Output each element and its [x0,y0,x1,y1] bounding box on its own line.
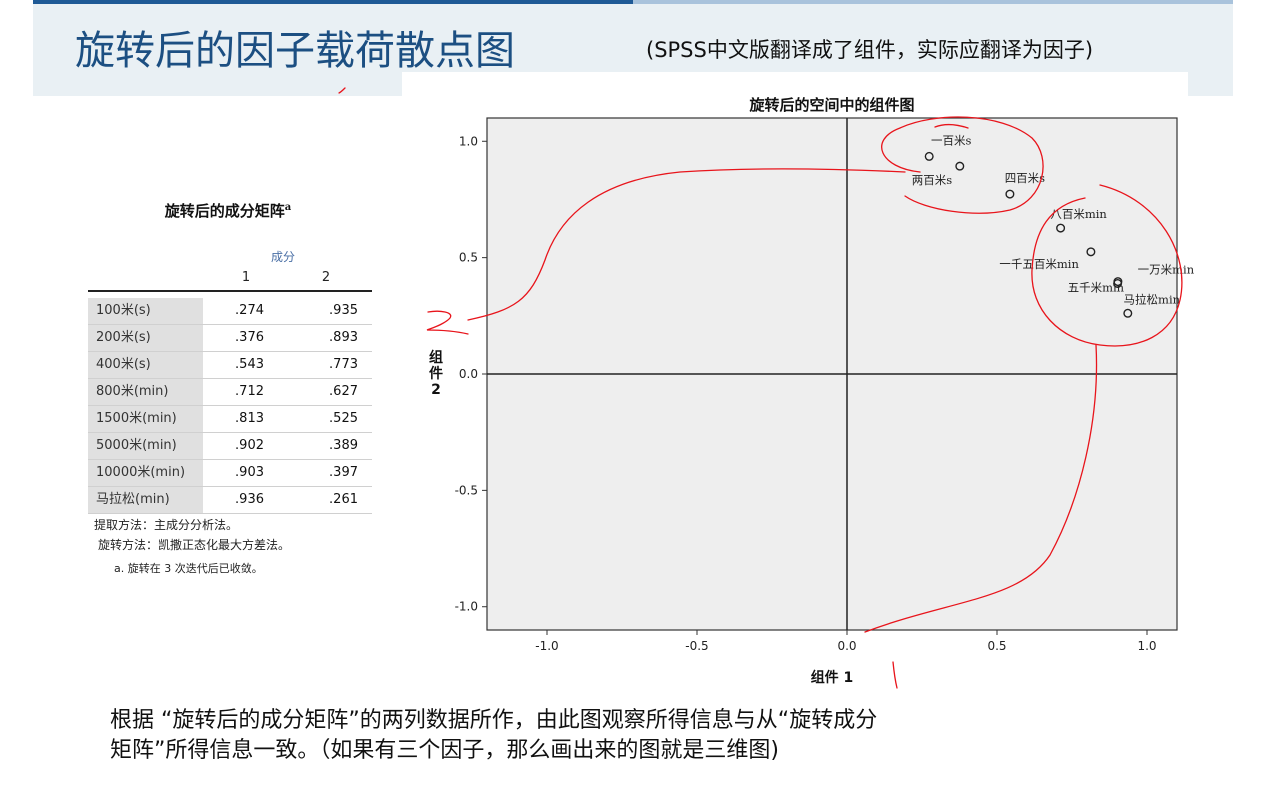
row-value-1: .903 [235,465,264,480]
row-value-2: .397 [329,465,358,480]
row-label: 100米(s) [88,298,203,324]
point-label: 一百米s [931,133,971,147]
x-axis-label: 组件 1 [811,669,854,686]
table-title: 旋转后的成分矩阵a [84,200,372,221]
explanation-line-2: 矩阵”所得信息一致。（如果有三个因子，那么画出来的图就是三维图) [110,738,779,763]
row-value-2: .261 [329,492,358,507]
row-label: 马拉松(min) [88,487,203,513]
row-value-1: .543 [235,357,264,372]
table-footnote: 提取方法：主成分分析法。 [94,518,239,532]
point-label: 一万米min [1138,263,1195,277]
row-value-1: .712 [235,384,264,399]
y-tick-label: 0.5 [459,251,478,265]
scatter-point [1123,308,1133,318]
table-row: 马拉松(min) .936 .261 [88,487,372,514]
point-label: 五千米min [1068,280,1125,294]
table-group-header: 成分 [270,250,295,264]
annotation-circle-distance [1031,184,1183,347]
table-row: 1500米(min) .813 .525 [88,406,372,433]
row-value-1: .274 [235,303,264,318]
scatter-point [1005,189,1015,199]
row-label: 800米(min) [88,379,203,405]
annotation-digit-1 [892,661,898,689]
row-label: 1500米(min) [88,406,203,432]
row-label: 400米(s) [88,352,203,378]
table-header-rule [88,290,372,292]
slide-title: 旋转后的因子载荷散点图 [75,28,515,74]
row-value-2: .935 [329,303,358,318]
table-row: 100米(s) .274 .935 [88,298,372,325]
row-value-2: .893 [329,330,358,345]
y-tick-label: 1.0 [459,134,478,148]
x-tick-label: -0.5 [685,639,708,653]
row-value-1: .376 [235,330,264,345]
row-value-2: .627 [329,384,358,399]
scatter-point [924,151,934,161]
table-row: 400米(s) .543 .773 [88,352,372,379]
annotation-circle-sprint [881,116,1044,214]
table-row: 5000米(min) .902 .389 [88,433,372,460]
row-label: 10000米(min) [88,460,203,486]
table-title-sup: a [284,202,292,213]
table-footnote: a. 旋转在 3 次迭代后已收敛。 [114,562,263,575]
table-col-header-1: 1 [241,270,251,285]
row-value-1: .936 [235,492,264,507]
point-label: 四百米s [1005,171,1045,185]
chart-title: 旋转后的空间中的组件图 [748,96,914,114]
point-label: 马拉松min [1124,292,1181,306]
annotation-stroke [934,123,969,129]
table-row: 10000米(min) .903 .397 [88,460,372,487]
annotation-connector-2 [864,344,1098,633]
row-value-2: .389 [329,438,358,453]
table-footnote: 旋转方法：凯撒正态化最大方差法。 [98,538,291,552]
row-value-1: .902 [235,438,264,453]
annotation-tick [338,87,346,94]
point-label: 八百米min [1050,207,1107,221]
slide-subtitle: (SPSS中文版翻译成了组件，实际应翻译为因子) [646,38,1094,62]
title-accent-bar [33,0,633,4]
row-value-2: .773 [329,357,358,372]
scatter-point [1113,277,1123,287]
y-tick-label: -1.0 [455,600,478,614]
x-tick-label: -1.0 [535,639,558,653]
table-title-text: 旋转后的成分矩阵 [164,202,285,220]
explanation-text: 根据 “旋转后的成分矩阵”的两列数据所作，由此图观察所得信息与从“旋转成分 矩阵… [110,706,877,766]
annotation-connector-1 [467,168,906,321]
title-accent-bar-light [633,0,1233,4]
scatter-point [955,161,965,171]
y-tick-label: -0.5 [455,483,478,497]
point-label: 两百米s [912,173,952,187]
x-tick-label: 0.0 [837,639,856,653]
table-col-header-2: 2 [321,270,331,285]
row-label: 200米(s) [88,325,203,351]
scatter-point [1086,247,1096,257]
row-value-2: .525 [329,411,358,426]
row-label: 5000米(min) [88,433,203,459]
table-row: 200米(s) .376 .893 [88,325,372,352]
row-value-1: .813 [235,411,264,426]
y-axis-label: 组件 2 [429,349,443,398]
annotation-digit-2 [426,310,469,335]
x-tick-label: 0.5 [987,639,1006,653]
y-tick-label: 0.0 [459,367,478,381]
explanation-line-1: 根据 “旋转后的成分矩阵”的两列数据所作，由此图观察所得信息与从“旋转成分 [110,708,878,733]
x-tick-label: 1.0 [1137,639,1156,653]
table-row: 800米(min) .712 .627 [88,379,372,406]
point-label: 一千五百米min [999,257,1079,271]
scatter-point [1056,223,1066,233]
